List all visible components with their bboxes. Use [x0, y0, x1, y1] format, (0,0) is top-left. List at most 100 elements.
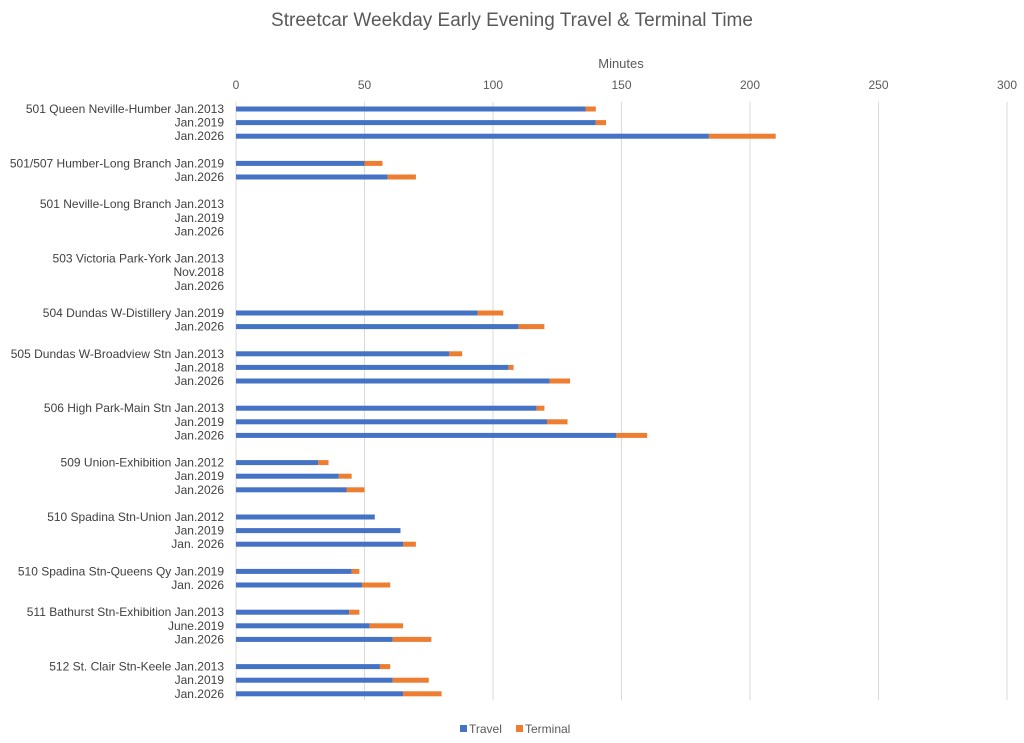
x-tick-label: 50 — [358, 78, 372, 92]
category-label: 510 Spadina Stn-Union Jan.2012 — [47, 510, 224, 524]
category-label: Jan.2026 — [175, 170, 225, 184]
x-tick-label: 300 — [997, 78, 1017, 92]
bar-travel — [236, 514, 375, 520]
bar-travel — [236, 364, 509, 370]
gridlines — [235, 102, 1008, 700]
bar-terminal — [536, 405, 545, 411]
bar-terminal — [403, 541, 416, 547]
bar-terminal — [508, 364, 514, 370]
bar-travel — [236, 609, 350, 615]
category-label: Jan.2019 — [175, 673, 225, 687]
x-axis-ticks: 0 50 100 150 200 250 300 — [233, 78, 1018, 92]
bar-terminal — [546, 419, 568, 425]
bar-terminal — [338, 473, 352, 479]
category-label: 501 Queen Neville-Humber Jan.2013 — [26, 102, 224, 116]
x-tick-label: 200 — [740, 78, 760, 92]
category-label: Jan.2019 — [175, 116, 225, 130]
bar-travel — [236, 528, 401, 534]
bar-terminal — [369, 623, 404, 629]
bar-terminal — [585, 106, 596, 112]
bar-terminal — [616, 432, 648, 438]
bars — [236, 106, 776, 697]
x-tick-label: 0 — [233, 78, 240, 92]
bar-terminal — [549, 378, 571, 384]
category-label: 510 Spadina Stn-Queens Qy Jan.2019 — [18, 564, 224, 578]
category-label: 512 St. Clair Stn-Keele Jan.2013 — [49, 660, 224, 674]
bar-travel — [236, 636, 393, 642]
bar-travel — [236, 174, 388, 180]
bar-terminal — [346, 487, 365, 493]
bar-travel — [236, 473, 339, 479]
bar-travel — [236, 460, 319, 466]
category-label: 501/507 Humber-Long Branch Jan.2019 — [10, 156, 224, 170]
bar-travel — [236, 582, 362, 588]
chart-title: Streetcar Weekday Early Evening Travel &… — [271, 10, 753, 31]
category-label: Jan.2026 — [175, 687, 225, 701]
category-label: Jan.2019 — [175, 524, 225, 538]
category-label: Jan.2019 — [175, 469, 225, 483]
bar-terminal — [361, 582, 391, 588]
bar-travel — [236, 310, 478, 316]
category-label: 503 Victoria Park-York Jan.2013 — [53, 252, 225, 266]
legend-swatch-terminal — [516, 725, 523, 732]
category-label: Jan.2019 — [175, 415, 225, 429]
category-label: 501 Neville-Long Branch Jan.2013 — [40, 197, 224, 211]
bar-travel — [236, 120, 596, 126]
bar-travel — [236, 568, 352, 574]
category-label: Jan.2026 — [175, 374, 225, 388]
category-label: Jan.2026 — [175, 129, 225, 143]
category-label: 506 High Park-Main Stn Jan.2013 — [44, 401, 224, 415]
bar-travel — [236, 133, 709, 139]
category-label: Nov.2018 — [174, 265, 225, 279]
bar-terminal — [351, 568, 360, 574]
bar-travel — [236, 664, 380, 670]
bar-terminal — [403, 691, 442, 697]
category-label: Jan.2018 — [175, 360, 225, 374]
x-tick-label: 150 — [611, 78, 631, 92]
bar-travel — [236, 160, 365, 166]
bar-travel — [236, 487, 347, 493]
category-label: Jan.2026 — [175, 279, 225, 293]
bar-terminal — [318, 460, 329, 466]
bar-travel — [236, 677, 393, 683]
bar-terminal — [708, 133, 776, 139]
category-label: Jan.2026 — [175, 483, 225, 497]
legend-label-terminal: Terminal — [525, 722, 570, 736]
bar-terminal — [349, 609, 360, 615]
bar-terminal — [392, 636, 432, 642]
category-label: Jan. 2026 — [171, 578, 224, 592]
bar-travel — [236, 432, 617, 438]
legend-swatch-travel — [460, 725, 467, 732]
bar-travel — [236, 623, 370, 629]
bar-terminal — [392, 677, 429, 683]
x-tick-label: 250 — [868, 78, 888, 92]
bar-travel — [236, 351, 450, 357]
bar-terminal — [477, 310, 504, 316]
legend: Travel Terminal — [460, 722, 570, 736]
category-label: Jan.2026 — [175, 632, 225, 646]
bar-travel — [236, 691, 404, 697]
bar-travel — [236, 106, 586, 112]
bar-terminal — [518, 324, 545, 330]
bar-terminal — [595, 120, 607, 126]
category-label: June.2019 — [168, 619, 224, 633]
category-label: 504 Dundas W-Distillery Jan.2019 — [43, 306, 225, 320]
bar-terminal — [364, 160, 383, 166]
bar-travel — [236, 378, 550, 384]
x-tick-label: 100 — [483, 78, 503, 92]
category-label: 505 Dundas W-Broadview Stn Jan.2013 — [11, 347, 225, 361]
category-label: Jan. 2026 — [171, 537, 224, 551]
bar-travel — [236, 324, 519, 330]
category-label: 509 Union-Exhibition Jan.2012 — [61, 456, 225, 470]
category-labels: 501 Queen Neville-Humber Jan.2013Jan.201… — [10, 102, 224, 701]
category-label: 511 Bathurst Stn-Exhibition Jan.2013 — [27, 605, 225, 619]
bar-terminal — [379, 664, 391, 670]
x-axis-title: Minutes — [598, 56, 644, 71]
legend-label-travel: Travel — [469, 722, 502, 736]
bar-travel — [236, 405, 537, 411]
bar-travel — [236, 419, 547, 425]
bar-travel — [236, 541, 404, 547]
category-label: Jan.2019 — [175, 211, 225, 225]
bar-terminal — [449, 351, 463, 357]
